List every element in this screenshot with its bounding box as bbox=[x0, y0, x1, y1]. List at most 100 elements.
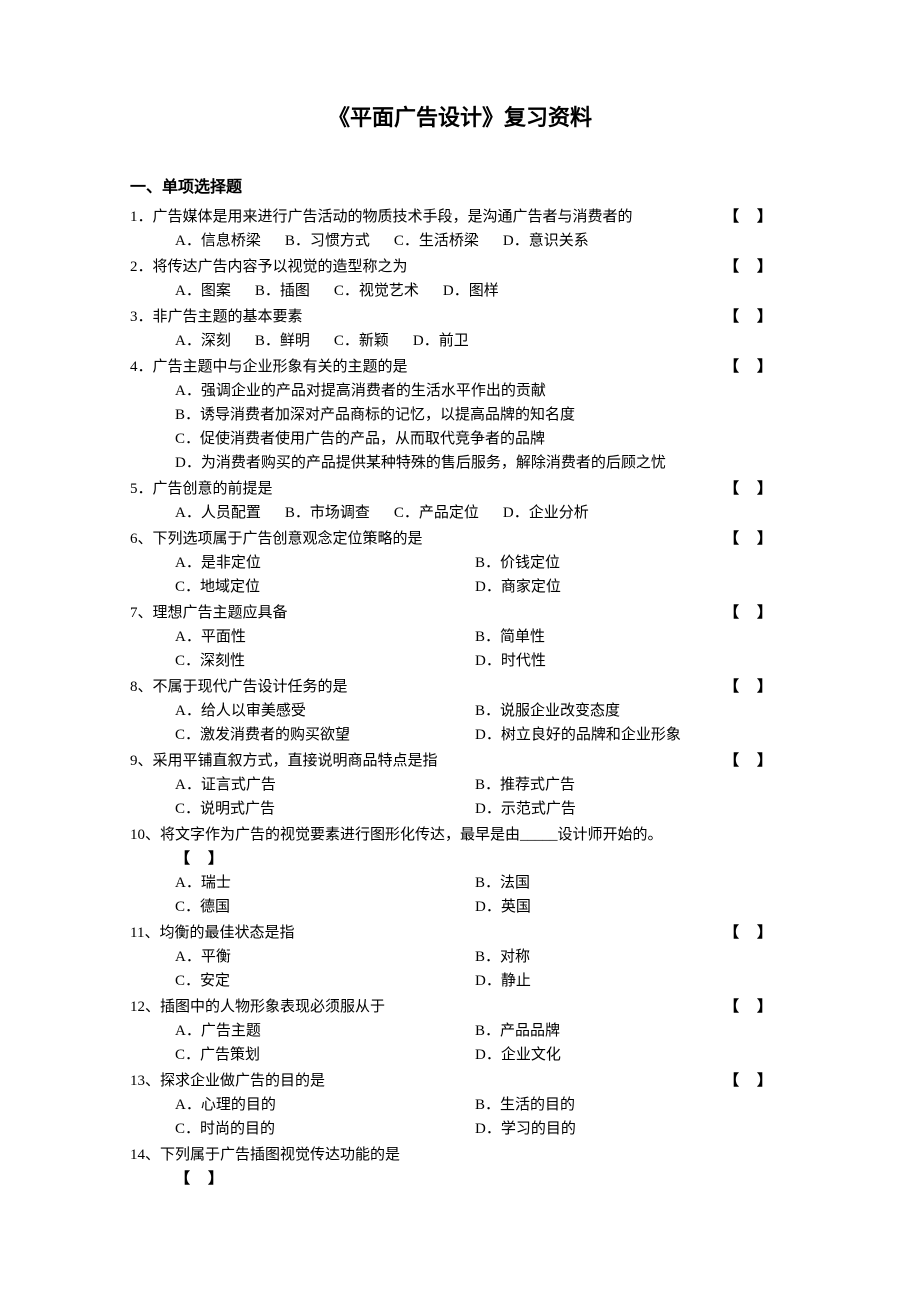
options-column-right: B．生活的目的D．学习的目的 bbox=[475, 1093, 790, 1141]
option: C．深刻性 bbox=[175, 649, 475, 673]
option: B．对称 bbox=[475, 945, 790, 969]
option: C．德国 bbox=[175, 895, 475, 919]
answer-bracket-row: 【】 bbox=[130, 1167, 790, 1191]
option: B．生活的目的 bbox=[475, 1093, 790, 1117]
answer-bracket: 【】 bbox=[724, 255, 790, 279]
question-number: 1． bbox=[130, 209, 153, 225]
option: B．诱导消费者加深对产品商标的记忆，以提高品牌的知名度 bbox=[175, 403, 790, 427]
question-number: 7、 bbox=[130, 605, 153, 621]
question-text: 采用平铺直叙方式，直接说明商品特点是指 bbox=[153, 753, 438, 769]
option: C．说明式广告 bbox=[175, 797, 475, 821]
option: D．学习的目的 bbox=[475, 1117, 790, 1141]
options-column-left: A．心理的目的C．时尚的目的 bbox=[175, 1093, 475, 1141]
option: C．视觉艺术 bbox=[334, 283, 419, 299]
answer-bracket: 【】 bbox=[724, 749, 790, 773]
question-item: 2．将传达广告内容予以视觉的造型称之为 【】 A．图案 B．插图 C．视觉艺术 D．图样 bbox=[130, 255, 790, 303]
question-number: 11、 bbox=[130, 925, 159, 941]
question-item: 8、不属于现代广告设计任务的是【】A．给人以审美感受C．激发消费者的购买欲望B．… bbox=[130, 675, 790, 747]
question-item: 10、将文字作为广告的视觉要素进行图形化传达，最早是由_____设计师开始的。【… bbox=[130, 823, 790, 919]
option: A．信息桥梁 bbox=[175, 233, 261, 249]
option: C．时尚的目的 bbox=[175, 1117, 475, 1141]
options-column-right: B．推荐式广告D．示范式广告 bbox=[475, 773, 790, 821]
option: B．推荐式广告 bbox=[475, 773, 790, 797]
answer-bracket: 【】 bbox=[175, 851, 241, 867]
options-two-columns: A．平面性C．深刻性B．简单性D．时代性 bbox=[130, 625, 790, 673]
options-column-left: A．给人以审美感受C．激发消费者的购买欲望 bbox=[175, 699, 475, 747]
options-column-right: B．法国D．英国 bbox=[475, 871, 790, 919]
question-text: 广告媒体是用来进行广告活动的物质技术手段，是沟通广告者与消费者的 bbox=[153, 209, 633, 225]
question-text-row: 1．广告媒体是用来进行广告活动的物质技术手段，是沟通广告者与消费者的【】 bbox=[130, 205, 790, 229]
answer-bracket: 【】 bbox=[724, 305, 790, 329]
question-text-row: 6、下列选项属于广告创意观念定位策略的是【】 bbox=[130, 527, 790, 551]
question-number: 8、 bbox=[130, 679, 153, 695]
answer-bracket-row: 【】 bbox=[130, 847, 790, 871]
option: A．图案 bbox=[175, 283, 231, 299]
option: B．习惯方式 bbox=[285, 233, 370, 249]
option: B．说服企业改变态度 bbox=[475, 699, 790, 723]
options-column-left: A．广告主题C．广告策划 bbox=[175, 1019, 475, 1067]
questions-list: 1．广告媒体是用来进行广告活动的物质技术手段，是沟通广告者与消费者的【】A．信息… bbox=[130, 205, 790, 1191]
option: B．法国 bbox=[475, 871, 790, 895]
option: A．平衡 bbox=[175, 945, 475, 969]
options-two-columns: A．瑞士C．德国B．法国D．英国 bbox=[130, 871, 790, 919]
question-number: 14、 bbox=[130, 1147, 160, 1163]
question-item: 6、下列选项属于广告创意观念定位策略的是【】A．是非定位C．地域定位B．价钱定位… bbox=[130, 527, 790, 599]
option: C．促使消费者使用广告的产品，从而取代竞争者的品牌 bbox=[175, 427, 790, 451]
options-two-columns: A．给人以审美感受C．激发消费者的购买欲望B．说服企业改变态度D．树立良好的品牌… bbox=[130, 699, 790, 747]
question-number: 9、 bbox=[130, 753, 153, 769]
question-text-row: 11、均衡的最佳状态是指【】 bbox=[130, 921, 790, 945]
option: D．英国 bbox=[475, 895, 790, 919]
question-text: 插图中的人物形象表现必须服从于 bbox=[160, 999, 385, 1015]
question-text: 非广告主题的基本要素 bbox=[153, 309, 303, 325]
question-text: 理想广告主题应具备 bbox=[153, 605, 288, 621]
option: D．树立良好的品牌和企业形象 bbox=[475, 723, 790, 747]
options-column-right: B．说服企业改变态度D．树立良好的品牌和企业形象 bbox=[475, 699, 790, 747]
option: D．为消费者购买的产品提供某种特殊的售后服务，解除消费者的后顾之忧 bbox=[175, 451, 790, 475]
answer-bracket: 【】 bbox=[724, 921, 790, 945]
question-item: 12、插图中的人物形象表现必须服从于【】A．广告主题C．广告策划B．产品品牌D．… bbox=[130, 995, 790, 1067]
option: D．图样 bbox=[443, 283, 499, 299]
question-number: 12、 bbox=[130, 999, 160, 1015]
option: A．瑞士 bbox=[175, 871, 475, 895]
options-two-columns: A．广告主题C．广告策划B．产品品牌D．企业文化 bbox=[130, 1019, 790, 1067]
options-two-columns: A．证言式广告C．说明式广告B．推荐式广告D．示范式广告 bbox=[130, 773, 790, 821]
question-number: 4． bbox=[130, 359, 153, 375]
answer-bracket: 【】 bbox=[724, 601, 790, 625]
option: D．商家定位 bbox=[475, 575, 790, 599]
question-text-row: 13、探求企业做广告的目的是【】 bbox=[130, 1069, 790, 1093]
options-column-right: B．产品品牌D．企业文化 bbox=[475, 1019, 790, 1067]
question-number: 6、 bbox=[130, 531, 153, 547]
option: B．简单性 bbox=[475, 625, 790, 649]
answer-bracket: 【】 bbox=[724, 527, 790, 551]
question-text-row: 7、理想广告主题应具备 【】 bbox=[130, 601, 790, 625]
question-number: 13、 bbox=[130, 1073, 160, 1089]
option: D．企业文化 bbox=[475, 1043, 790, 1067]
option: A．平面性 bbox=[175, 625, 475, 649]
question-text-row: 9、采用平铺直叙方式，直接说明商品特点是指 【】 bbox=[130, 749, 790, 773]
question-text: 将文字作为广告的视觉要素进行图形化传达，最早是由_____设计师开始的。 bbox=[160, 827, 663, 843]
question-text: 广告主题中与企业形象有关的主题的是 bbox=[153, 359, 408, 375]
option: D．示范式广告 bbox=[475, 797, 790, 821]
answer-bracket: 【】 bbox=[175, 1171, 241, 1187]
question-item: 4．广告主题中与企业形象有关的主题的是 【】A．强调企业的产品对提高消费者的生活水… bbox=[130, 355, 790, 475]
options-column-left: A．平面性C．深刻性 bbox=[175, 625, 475, 673]
option: D．企业分析 bbox=[503, 505, 589, 521]
options-row: A．深刻B．鲜明C．新颖D．前卫 bbox=[130, 329, 790, 353]
question-item: 9、采用平铺直叙方式，直接说明商品特点是指 【】A．证言式广告C．说明式广告B．推… bbox=[130, 749, 790, 821]
options-two-columns: A．是非定位C．地域定位B．价钱定位D．商家定位 bbox=[130, 551, 790, 599]
answer-bracket: 【】 bbox=[724, 355, 790, 379]
options-list: A．强调企业的产品对提高消费者的生活水平作出的贡献B．诱导消费者加深对产品商标的… bbox=[130, 379, 790, 475]
option: A．人员配置 bbox=[175, 505, 261, 521]
options-row: A．人员配置B．市场调查C．产品定位D．企业分析 bbox=[130, 501, 790, 525]
options-two-columns: A．心理的目的C．时尚的目的B．生活的目的D．学习的目的 bbox=[130, 1093, 790, 1141]
question-number: 2． bbox=[130, 259, 153, 275]
question-text: 将传达广告内容予以视觉的造型称之为 bbox=[153, 259, 408, 275]
question-text: 广告创意的前提是 bbox=[153, 481, 273, 497]
question-item: 7、理想广告主题应具备 【】A．平面性C．深刻性B．简单性D．时代性 bbox=[130, 601, 790, 673]
question-item: 13、探求企业做广告的目的是【】A．心理的目的C．时尚的目的B．生活的目的D．学… bbox=[130, 1069, 790, 1141]
option: A．广告主题 bbox=[175, 1019, 475, 1043]
option: B．价钱定位 bbox=[475, 551, 790, 575]
option: C．激发消费者的购买欲望 bbox=[175, 723, 475, 747]
question-text: 下列属于广告插图视觉传达功能的是 bbox=[160, 1147, 400, 1163]
option: B．插图 bbox=[255, 283, 310, 299]
